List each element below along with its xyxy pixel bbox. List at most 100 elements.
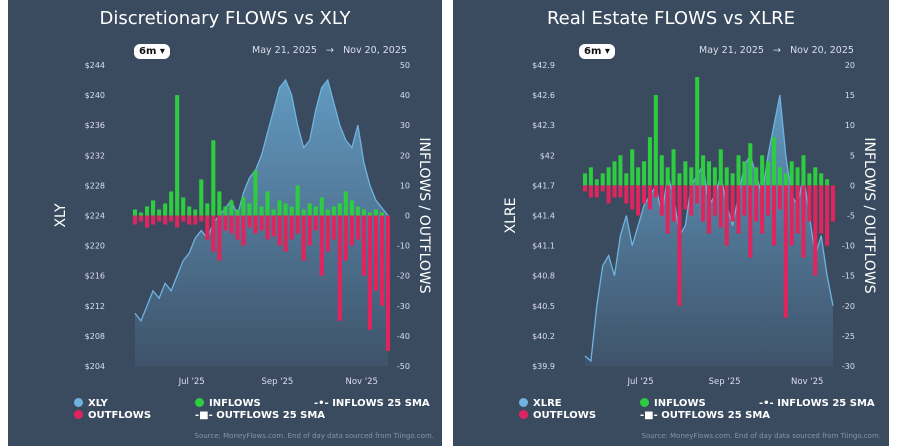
outflow-bar	[373, 215, 379, 291]
right-axis-label: INFLOWS / OUTFLOWS	[416, 137, 432, 293]
right-tick-label: 5	[850, 151, 855, 160]
outflow-bar	[331, 215, 336, 240]
outflow-bar	[241, 215, 246, 246]
inflow-bar	[724, 167, 729, 186]
right-tick-label: 30	[400, 121, 410, 130]
inflow-bar	[223, 206, 228, 216]
outflow-bar	[653, 185, 658, 198]
chart-title: Real Estate FLOWS vs XLRE	[546, 8, 796, 29]
outflow-bar	[211, 215, 216, 252]
line-marker-icon: -•-	[314, 398, 329, 409]
inflow-bar	[588, 167, 593, 186]
inflow-bar	[175, 95, 180, 216]
inflow-bar	[618, 155, 623, 186]
outflow-bar	[813, 185, 818, 276]
legend-outflows-sma[interactable]: -■- OUTFLOWS 25 SMA	[640, 410, 770, 421]
left-tick-label: $41.4	[532, 212, 555, 221]
outflow-bar	[795, 185, 800, 234]
right-tick-label: -10	[842, 242, 855, 251]
outflow-bar	[624, 185, 629, 204]
outflow-bar	[642, 185, 647, 204]
range-dropdown[interactable]: 6m ▾	[579, 44, 615, 59]
outflow-bar	[665, 185, 670, 234]
legend-outflows[interactable]: OUTFLOWS	[74, 410, 151, 421]
arrow-icon: →	[773, 45, 781, 56]
outflow-bar	[193, 215, 198, 225]
x-tick-label: Jul '25	[178, 377, 205, 387]
date-range[interactable]: May 21, 2025 → Nov 20, 2025	[252, 45, 407, 56]
legend-label: INFLOWS	[654, 398, 706, 409]
chart-svg: $42.9 $42.6 $42.3 $42 $41.7 $41.4 $41.1 $40.8 $4…	[503, 61, 877, 387]
chart-panel: Discretionary FLOWS vs XLY 6m ▾ May 21, …	[8, 0, 442, 446]
circle-icon	[519, 410, 528, 419]
legend-outflows-sma[interactable]: -■- OUTFLOWS 25 SMA	[195, 410, 325, 421]
inflow-bar	[819, 173, 824, 186]
outflow-bar	[777, 185, 782, 210]
outflow-bar	[295, 215, 300, 234]
inflow-bar	[689, 167, 694, 186]
inflow-bar	[217, 191, 222, 216]
outflow-bar	[830, 185, 836, 222]
outflow-bar	[618, 185, 623, 198]
outflow-bar	[361, 215, 366, 276]
outflow-bar	[265, 215, 270, 240]
legend-inflows-sma[interactable]: -•- INFLOWS 25 SMA	[314, 398, 430, 409]
inflow-bar	[706, 161, 712, 186]
legend-price[interactable]: XLRE	[519, 398, 562, 409]
left-tick-label: $204	[85, 362, 105, 371]
left-axis-label: XLRE	[503, 198, 519, 234]
legend-price[interactable]: XLY	[74, 398, 108, 409]
x-tick-label: Jul '25	[627, 377, 654, 387]
left-tick-label: $220	[85, 242, 105, 251]
source-note: Source: MoneyFlows.com. End of day data …	[641, 432, 882, 440]
right-tick-label: 10	[400, 181, 410, 190]
right-tick-label: -15	[842, 272, 855, 281]
outflow-bar	[695, 185, 700, 204]
outflow-bar	[683, 185, 688, 210]
left-tick-label: $208	[85, 332, 105, 341]
outflow-bar	[659, 185, 664, 216]
inflow-bar	[624, 173, 629, 186]
inflow-bar	[193, 209, 198, 216]
inflow-bar	[801, 155, 806, 186]
outflow-bar	[630, 185, 635, 210]
outflow-bar	[724, 185, 729, 246]
inflow-bar	[600, 173, 605, 186]
inflow-bar	[594, 179, 599, 186]
right-tick-label: -20	[397, 272, 410, 281]
outflow-bar	[730, 185, 735, 222]
x-tick-label: Sep '25	[261, 377, 293, 387]
date-range[interactable]: May 21, 2025 → Nov 20, 2025	[699, 45, 854, 56]
outflow-bar	[283, 215, 288, 252]
outflow-bar	[671, 185, 676, 222]
inflow-bar	[367, 212, 372, 216]
outflow-bar	[748, 185, 753, 258]
right-axis-label: INFLOWS / OUTFLOWS	[861, 137, 877, 293]
outflow-bar	[766, 185, 771, 216]
inflow-bar	[653, 95, 658, 186]
range-dropdown[interactable]: 6m ▾	[134, 44, 170, 59]
legend-label: XLRE	[533, 398, 562, 409]
legend-outflows[interactable]: OUTFLOWS	[519, 410, 596, 421]
inflow-bar	[169, 191, 174, 216]
inflow-bar	[259, 206, 264, 216]
chart-title: Discretionary FLOWS vs XLY	[99, 8, 351, 29]
legend-inflows-sma[interactable]: -•- INFLOWS 25 SMA	[759, 398, 875, 409]
legend-inflows[interactable]: INFLOWS	[195, 398, 261, 409]
right-tick-label: -50	[397, 362, 410, 371]
outflow-bar	[718, 185, 723, 228]
inflow-bar	[783, 173, 788, 186]
inflow-bar	[235, 209, 240, 216]
outflow-bar	[789, 185, 794, 246]
legend-inflows[interactable]: INFLOWS	[640, 398, 706, 409]
right-tick-label: -40	[397, 332, 410, 341]
legend-label: INFLOWS 25 SMA	[332, 398, 430, 409]
outflow-bar	[760, 185, 765, 234]
right-tick-label: -30	[842, 362, 855, 371]
left-tick-label: $236	[85, 121, 105, 130]
outflow-bar	[301, 215, 306, 261]
range-label: 6m	[584, 46, 602, 57]
inflow-bar	[331, 206, 336, 216]
inflow-bar	[144, 206, 150, 216]
left-tick-label: $240	[85, 91, 105, 100]
